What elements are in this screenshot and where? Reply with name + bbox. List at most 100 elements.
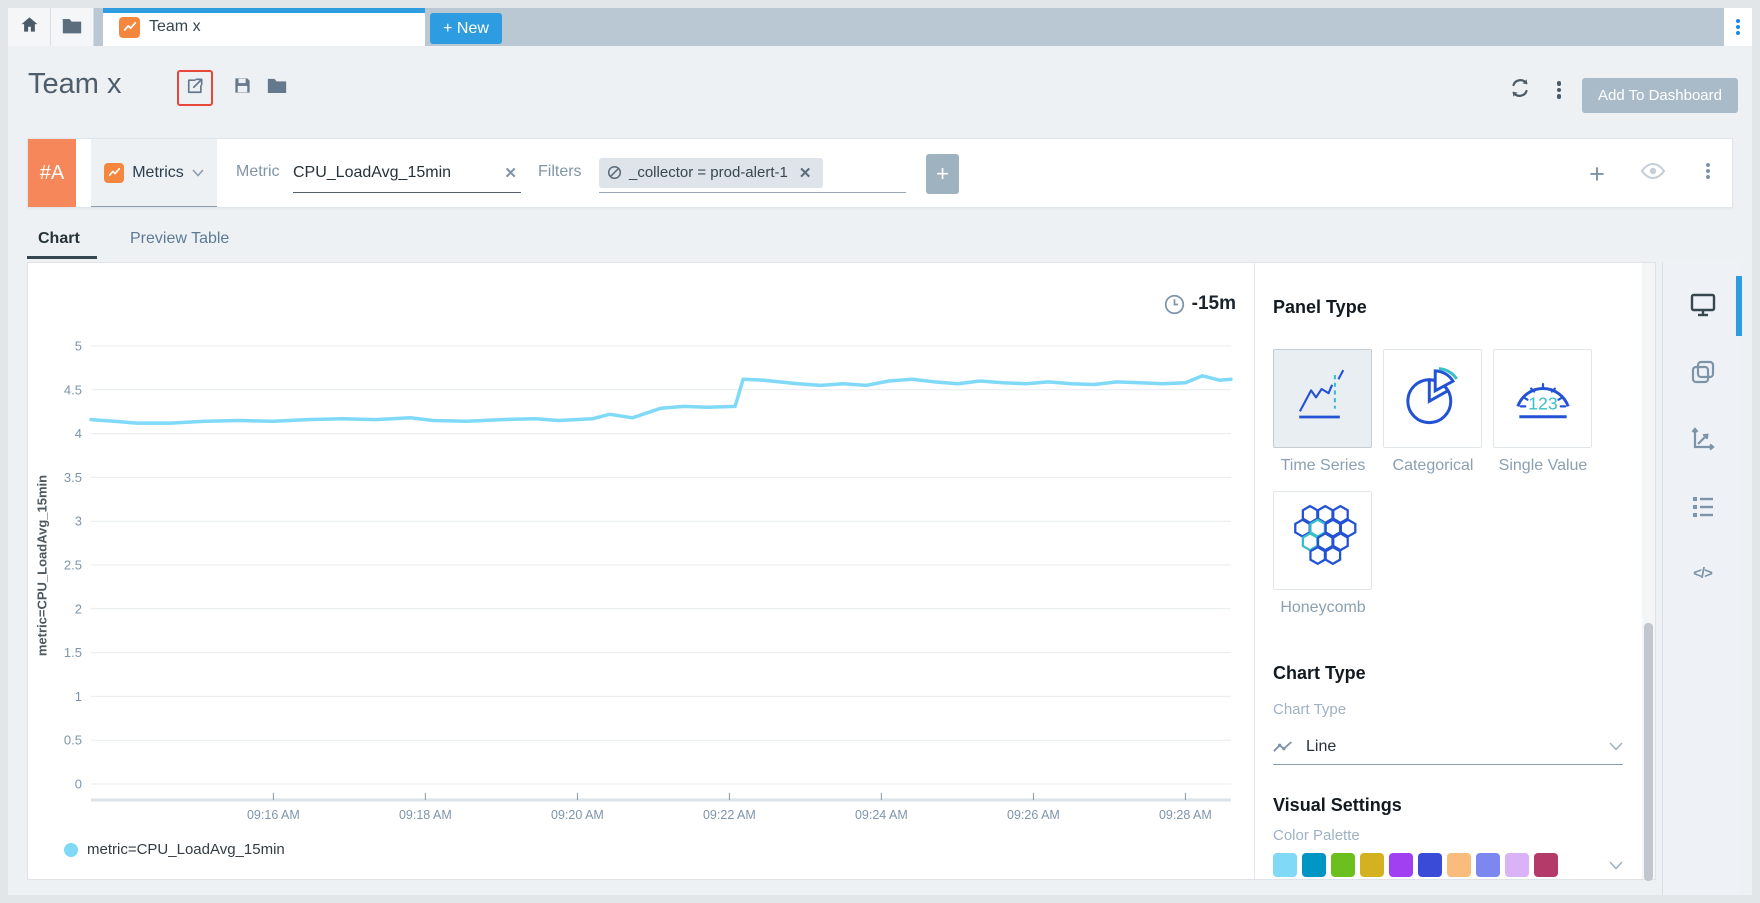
panel-type-honeycomb[interactable] (1273, 491, 1372, 590)
source-type-select[interactable]: Metrics (91, 139, 217, 207)
time-series-icon (1288, 361, 1358, 436)
chevron-down-icon (192, 168, 204, 177)
topbar-menu-button[interactable] (1724, 8, 1752, 46)
query-row-menu-button[interactable] (1696, 161, 1720, 181)
panel-type-label: Categorical (1392, 457, 1474, 474)
time-range-value: -15m (1191, 293, 1236, 314)
code-icon: </> (1693, 564, 1713, 582)
svg-text:4: 4 (75, 426, 82, 441)
palette-swatch[interactable] (1273, 853, 1297, 877)
home-icon (20, 15, 39, 39)
app-window: Team x + New Team x Add To Dashboard (8, 8, 1752, 895)
filter-chip-label: _collector = prod-alert-1 (629, 164, 788, 181)
save-icon (233, 76, 252, 100)
title-menu-button[interactable] (1546, 72, 1572, 108)
add-query-row-button[interactable]: + (1580, 157, 1614, 191)
svg-text:3: 3 (75, 514, 82, 529)
svg-text:09:18 AM: 09:18 AM (399, 808, 452, 822)
time-range-control[interactable]: -15m (1164, 293, 1236, 315)
new-tab-button[interactable]: + New (430, 13, 502, 44)
refresh-icon (1508, 76, 1532, 105)
chart-area: -15m metric=CPU_LoadAvg_15min 0 0.5 1 1.5 2 2… (28, 263, 1254, 879)
home-button[interactable] (8, 8, 51, 46)
metrics-source-icon (104, 162, 125, 183)
svg-text:0: 0 (75, 777, 82, 792)
refresh-button[interactable] (1502, 72, 1538, 108)
query-row-badge[interactable]: #A (28, 139, 76, 207)
svg-text:3.5: 3.5 (64, 470, 82, 485)
query-row-panel: #A Metrics Metric CPU_LoadAvg_15min ✕ Fi… (27, 138, 1733, 208)
clear-metric-icon[interactable]: ✕ (504, 164, 517, 182)
plus-icon: + (1589, 158, 1605, 189)
svg-text:09:24 AM: 09:24 AM (855, 808, 908, 822)
panel-type-label: Honeycomb (1280, 599, 1366, 616)
tab-chart[interactable]: Chart (38, 230, 80, 247)
library-folder-button[interactable] (51, 8, 94, 46)
kebab-icon (1696, 163, 1720, 179)
panel-type-heading: Panel Type (1273, 297, 1367, 317)
save-button[interactable] (224, 70, 260, 106)
panel-type-categorical[interactable] (1383, 349, 1482, 448)
palette-swatch[interactable] (1302, 853, 1326, 877)
palette-swatch[interactable] (1447, 853, 1471, 877)
sidebar-legend-button[interactable] (1688, 491, 1718, 521)
svg-text:2.5: 2.5 (64, 558, 82, 573)
filters-input-area[interactable]: _collector = prod-alert-1 ✕ (599, 153, 906, 193)
plus-icon: + (936, 161, 949, 186)
toggle-visibility-button[interactable] (1640, 161, 1666, 186)
settings-scrollbar-track[interactable] (1642, 263, 1655, 881)
monitor-icon (1690, 293, 1715, 317)
top-tab-bar: Team x + New (8, 8, 1752, 46)
chevron-down-icon (1609, 860, 1623, 870)
palette-swatch[interactable] (1505, 853, 1529, 877)
metric-input-value: CPU_LoadAvg_15min (293, 163, 452, 181)
tab-preview-table[interactable]: Preview Table (130, 230, 230, 247)
tab-team-x[interactable]: Team x (103, 8, 425, 46)
palette-swatch[interactable] (1389, 853, 1413, 877)
palette-swatch[interactable] (1418, 853, 1442, 877)
metric-input[interactable]: CPU_LoadAvg_15min ✕ (293, 153, 521, 193)
kebab-icon (1736, 17, 1740, 37)
chart-type-select[interactable]: Line (1273, 729, 1623, 765)
share-button[interactable] (177, 70, 213, 106)
list-icon (1692, 497, 1713, 517)
filter-chip[interactable]: _collector = prod-alert-1 ✕ (599, 157, 824, 188)
svg-text:1.5: 1.5 (64, 645, 82, 660)
legend-item[interactable]: metric=CPU_LoadAvg_15min (64, 841, 285, 858)
move-to-folder-button[interactable] (259, 70, 295, 106)
tab-label: Team x (149, 18, 201, 35)
active-tab-indicator (103, 8, 425, 13)
overlapping-squares-icon (1691, 360, 1714, 384)
palette-swatch[interactable] (1534, 853, 1558, 877)
chevron-down-icon (1609, 742, 1623, 751)
palette-swatch[interactable] (1331, 853, 1355, 877)
panel-type-time-series[interactable] (1273, 349, 1372, 448)
legend-color-dot (64, 842, 78, 857)
folder-icon (62, 16, 82, 39)
svg-text:4.5: 4.5 (64, 382, 82, 397)
add-to-dashboard-label: Add To Dashboard (1598, 87, 1722, 104)
color-palette-select[interactable] (1273, 853, 1623, 877)
sidebar-display-settings-button[interactable] (1688, 290, 1718, 320)
svg-text:09:22 AM: 09:22 AM (703, 808, 756, 822)
sidebar-code-button[interactable]: </> (1688, 558, 1718, 588)
panel-type-label: Single Value (1498, 457, 1588, 474)
pie-chart-icon (1396, 359, 1470, 438)
sidebar-overlay-button[interactable] (1688, 357, 1718, 387)
add-filter-button[interactable]: + (926, 154, 959, 194)
remove-filter-icon[interactable]: ✕ (798, 164, 812, 182)
palette-swatch[interactable] (1476, 853, 1500, 877)
panel-type-single-value[interactable]: 123 (1493, 349, 1592, 448)
source-type-value: Metrics (132, 163, 184, 181)
svg-text:09:20 AM: 09:20 AM (551, 808, 604, 822)
legend-label: metric=CPU_LoadAvg_15min (87, 841, 285, 858)
add-to-dashboard-button[interactable]: Add To Dashboard (1582, 78, 1738, 113)
visual-settings-heading: Visual Settings (1273, 795, 1402, 815)
folder-icon (267, 77, 287, 99)
chart-type-field-label: Chart Type (1273, 701, 1347, 718)
settings-scrollbar-thumb[interactable] (1644, 623, 1654, 881)
sidebar-axes-button[interactable] (1688, 424, 1718, 454)
palette-swatch[interactable] (1360, 853, 1384, 877)
metric-field-label: Metric (236, 163, 280, 180)
